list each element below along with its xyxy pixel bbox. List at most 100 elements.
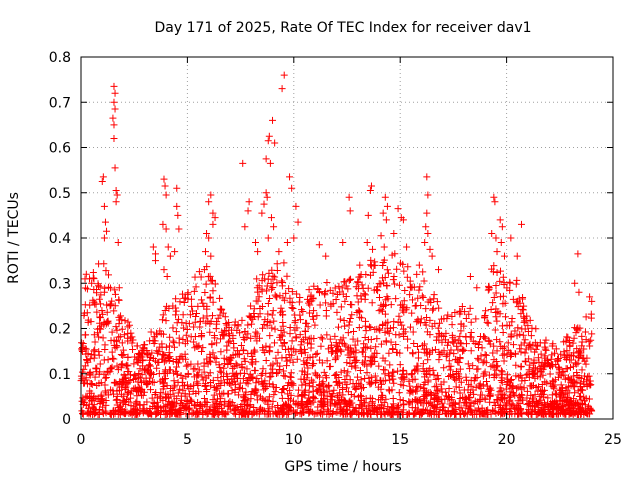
data-point-outlier: [286, 173, 294, 181]
data-point: [431, 346, 439, 354]
data-point: [255, 334, 263, 342]
data-point: [289, 305, 297, 313]
data-point: [305, 286, 313, 294]
data-point: [486, 384, 494, 392]
data-point: [493, 397, 501, 405]
data-point-outlier: [103, 227, 111, 235]
data-point: [431, 383, 439, 391]
data-point: [383, 293, 391, 301]
data-point: [569, 362, 577, 370]
data-point: [297, 399, 305, 407]
data-point: [182, 331, 190, 339]
data-point: [415, 348, 423, 356]
data-point: [427, 299, 435, 307]
data-point: [367, 262, 375, 270]
data-point: [496, 338, 504, 346]
data-point: [191, 344, 199, 352]
data-point: [262, 357, 270, 365]
data-point: [292, 333, 300, 341]
data-point: [158, 316, 166, 324]
data-point: [84, 318, 92, 326]
data-point-outlier: [258, 209, 266, 217]
data-point: [552, 389, 560, 397]
data-point: [150, 378, 158, 386]
data-point: [272, 354, 280, 362]
data-point: [204, 360, 212, 368]
data-point: [353, 373, 361, 381]
data-point: [113, 336, 121, 344]
data-point: [344, 388, 352, 396]
data-point: [178, 378, 186, 386]
data-point: [535, 383, 543, 391]
data-point-outlier: [113, 191, 121, 199]
data-point: [201, 408, 209, 416]
axis-ticks: [80, 56, 614, 420]
data-point-outlier: [200, 266, 208, 274]
data-point: [304, 364, 312, 372]
data-point: [340, 367, 348, 375]
data-point: [378, 307, 386, 315]
data-point: [426, 316, 434, 324]
data-point: [584, 405, 592, 413]
data-point: [445, 357, 453, 365]
data-point: [259, 380, 267, 388]
data-point: [568, 377, 576, 385]
data-point-outlier: [209, 209, 217, 217]
data-point: [516, 400, 524, 408]
data-point: [297, 341, 305, 349]
data-point: [81, 301, 89, 309]
data-point: [144, 410, 152, 418]
data-point: [572, 329, 580, 337]
data-point: [101, 284, 109, 292]
data-point-outlier: [161, 182, 169, 190]
data-point-outlier: [260, 200, 268, 208]
data-point: [497, 410, 505, 418]
data-point: [404, 335, 412, 343]
data-point: [528, 398, 536, 406]
data-point: [190, 338, 198, 346]
data-point: [271, 325, 279, 333]
data-point: [489, 349, 497, 357]
data-point: [139, 346, 147, 354]
data-point: [323, 279, 331, 287]
data-point: [218, 401, 226, 409]
data-point: [392, 295, 400, 303]
data-point: [244, 350, 252, 358]
data-point: [253, 375, 261, 383]
data-point: [517, 310, 525, 318]
data-point: [255, 282, 263, 290]
data-point: [467, 347, 475, 355]
data-point: [443, 341, 451, 349]
data-point: [465, 310, 473, 318]
data-point: [524, 370, 532, 378]
data-point: [192, 283, 200, 291]
data-point: [385, 349, 393, 357]
data-point: [381, 370, 389, 378]
data-point: [238, 384, 246, 392]
data-point: [196, 323, 204, 331]
data-point: [224, 360, 232, 368]
data-point: [477, 352, 485, 360]
data-point: [286, 324, 294, 332]
data-point: [447, 346, 455, 354]
data-point: [185, 399, 193, 407]
data-point: [97, 392, 105, 400]
data-point: [305, 309, 313, 317]
data-point: [348, 348, 356, 356]
data-point: [574, 324, 582, 332]
data-point: [501, 391, 509, 399]
data-point: [434, 372, 442, 380]
data-point: [493, 317, 501, 325]
data-point: [257, 393, 265, 401]
data-point: [286, 330, 294, 338]
data-point: [251, 332, 259, 340]
data-point: [335, 282, 343, 290]
data-point: [226, 398, 234, 406]
data-point: [160, 358, 168, 366]
data-point: [265, 269, 273, 277]
y-tick-label: 0.6: [49, 141, 71, 157]
data-point: [117, 312, 125, 320]
data-point: [541, 352, 549, 360]
data-point: [345, 276, 353, 284]
data-point: [161, 352, 169, 360]
